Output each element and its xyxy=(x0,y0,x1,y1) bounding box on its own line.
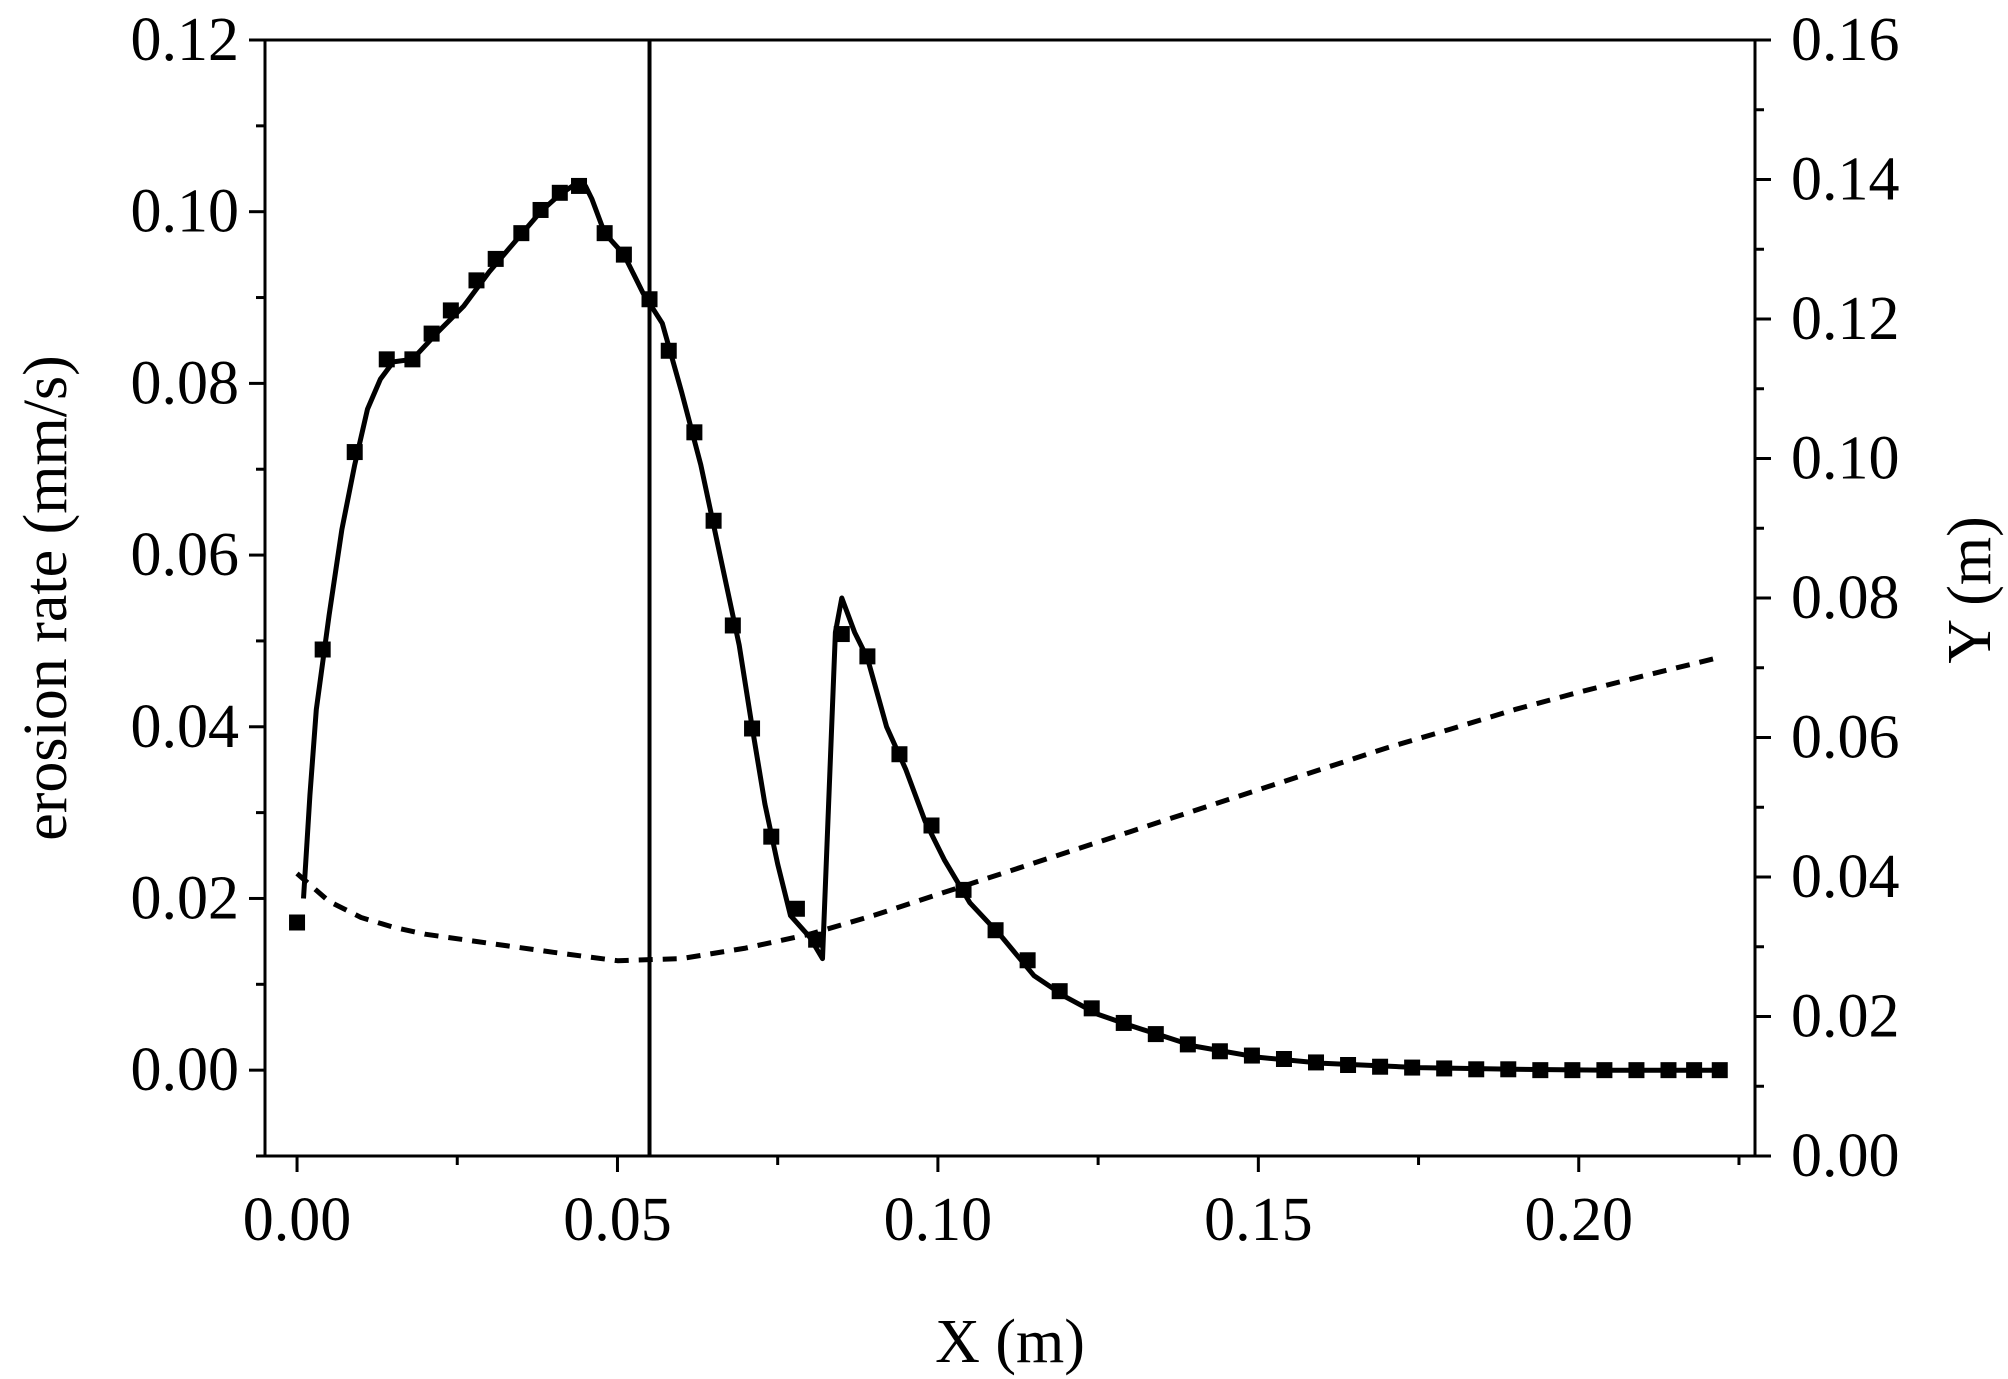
left-y-axis-ticks: 0.00 0.02 0.04 0.06 0.08 0.10 0.12 xyxy=(131,6,265,1158)
right-y-tick-label: 0.06 xyxy=(1791,704,1900,772)
erosion-rate-marker xyxy=(423,325,440,342)
x-tick-label: 0.05 xyxy=(563,1186,672,1254)
erosion-rate-marker xyxy=(705,512,722,529)
left-y-tick-label: 0.06 xyxy=(131,521,240,589)
erosion-rate-marker xyxy=(788,900,805,917)
erosion-rate-marker xyxy=(1211,1043,1228,1060)
erosion-rate-marker xyxy=(1179,1036,1196,1053)
erosion-rate-marker xyxy=(641,291,658,308)
erosion-rate-marker xyxy=(404,351,421,368)
left-y-tick-label: 0.10 xyxy=(131,178,240,246)
erosion-rate-marker xyxy=(378,351,395,368)
erosion-rate-marker xyxy=(1564,1062,1581,1079)
erosion-rate-marker xyxy=(923,817,940,834)
erosion-rate-marker xyxy=(859,648,876,665)
erosion-rate-marker xyxy=(1147,1026,1164,1043)
right-y-tick-label: 0.00 xyxy=(1791,1122,1900,1190)
erosion-rate-marker xyxy=(1532,1062,1549,1079)
erosion-rate-marker xyxy=(1711,1062,1728,1079)
erosion-rate-marker xyxy=(1051,983,1068,1000)
erosion-rate-marker xyxy=(551,184,568,201)
erosion-rate-marker xyxy=(724,617,741,634)
erosion-rate-marker xyxy=(596,225,613,242)
erosion-rate-marker xyxy=(442,302,459,319)
erosion-rate-marker xyxy=(571,177,588,194)
right-y-tick-label: 0.04 xyxy=(1791,843,1900,911)
erosion-rate-marker xyxy=(1404,1059,1421,1076)
left-y-tick-label: 0.12 xyxy=(131,6,240,74)
erosion-rate-marker xyxy=(1436,1060,1453,1077)
erosion-rate-marker xyxy=(1243,1047,1260,1064)
erosion-rate-marker xyxy=(744,720,761,737)
erosion-rate-line xyxy=(301,183,1720,1073)
erosion-rate-marker xyxy=(314,641,331,658)
erosion-rate-marker xyxy=(1308,1054,1325,1071)
erosion-rate-marker xyxy=(513,225,530,242)
plot-frame xyxy=(263,38,1757,1158)
erosion-rate-marker xyxy=(987,922,1004,939)
erosion-rate-marker xyxy=(1019,952,1036,969)
erosion-rate-marker xyxy=(660,342,677,359)
right-y-axis-ticks: 0.00 0.02 0.04 0.06 0.08 0.10 0.12 0.14 0.16 xyxy=(1755,6,1900,1190)
plot-content xyxy=(289,40,1728,1156)
erosion-rate-marker xyxy=(1115,1014,1132,1031)
erosion-rate-marker xyxy=(1340,1057,1357,1074)
erosion-rate-marker xyxy=(532,201,549,218)
erosion-rate-marker xyxy=(1686,1062,1703,1079)
erosion-rate-marker xyxy=(1660,1062,1677,1079)
left-y-tick-label: 0.00 xyxy=(131,1036,240,1104)
erosion-rate-marker xyxy=(1372,1058,1389,1075)
right-y-tick-label: 0.12 xyxy=(1791,285,1900,353)
x-tick-label: 0.00 xyxy=(243,1186,352,1254)
x-axis-title: X (m) xyxy=(935,1308,1085,1376)
erosion-rate-marker xyxy=(1083,1000,1100,1017)
erosion-rate-marker xyxy=(1596,1062,1613,1079)
x-tick-label: 0.10 xyxy=(884,1186,993,1254)
x-axis-ticks: 0.00 0.05 0.10 0.15 0.20 xyxy=(243,1156,1741,1254)
right-y-tick-label: 0.14 xyxy=(1791,146,1900,214)
x-tick-label: 0.15 xyxy=(1204,1186,1313,1254)
x-tick-label: 0.20 xyxy=(1525,1186,1634,1254)
erosion-rate-marker xyxy=(1500,1061,1517,1078)
right-y-tick-label: 0.10 xyxy=(1791,425,1900,493)
erosion-rate-marker xyxy=(615,246,632,263)
erosion-rate-marker xyxy=(686,424,703,441)
erosion-rate-marker xyxy=(289,914,306,931)
left-y-axis-title: erosion rate (mm/s) xyxy=(12,355,80,841)
right-y-axis-title: Y (m) xyxy=(1936,516,2004,664)
left-y-tick-label: 0.04 xyxy=(131,693,240,761)
right-y-tick-label: 0.02 xyxy=(1791,983,1900,1051)
erosion-rate-marker xyxy=(833,626,850,643)
y-position-dashed-line xyxy=(295,654,1721,964)
erosion-rate-marker xyxy=(763,828,780,845)
erosion-rate-marker xyxy=(1628,1062,1645,1079)
erosion-rate-marker xyxy=(346,444,363,461)
erosion-rate-marker xyxy=(1275,1050,1292,1067)
erosion-rate-marker xyxy=(468,272,485,289)
erosion-rate-marker xyxy=(1468,1061,1485,1078)
left-y-tick-label: 0.08 xyxy=(131,349,240,417)
right-y-tick-label: 0.08 xyxy=(1791,564,1900,632)
erosion-rate-marker xyxy=(487,250,504,267)
right-y-tick-label: 0.16 xyxy=(1791,6,1900,74)
erosion-rate-marker xyxy=(891,746,908,763)
left-y-tick-label: 0.02 xyxy=(131,864,240,932)
